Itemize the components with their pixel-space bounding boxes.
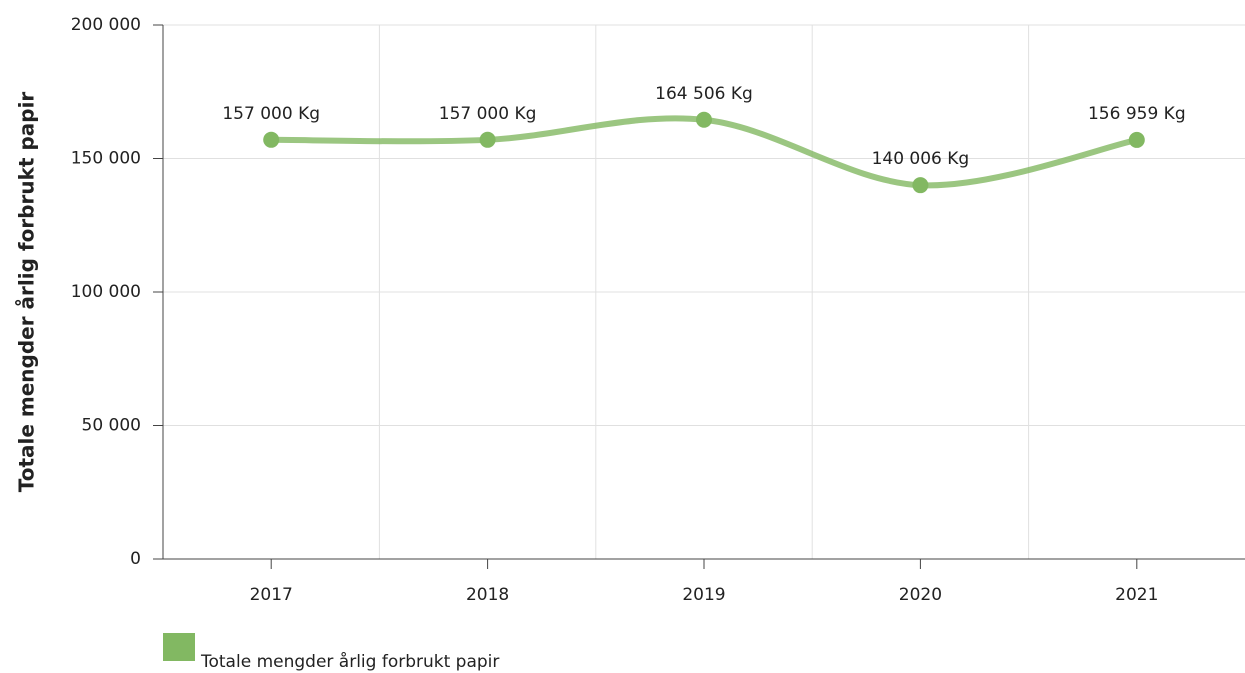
x-tick-label: 2021 bbox=[1115, 585, 1158, 605]
legend-label: Totale mengder årlig forbrukt papir bbox=[200, 651, 499, 672]
y-tick-label: 150 000 bbox=[71, 149, 141, 169]
y-tick-label: 100 000 bbox=[71, 282, 141, 302]
data-point bbox=[696, 111, 712, 128]
data-label: 140 006 Kg bbox=[872, 149, 970, 169]
x-tick-label: 2018 bbox=[466, 585, 509, 605]
y-axis-label: Totale mengder årlig forbrukt papir bbox=[15, 92, 39, 493]
data-point bbox=[263, 131, 280, 148]
y-tick-label: 200 000 bbox=[71, 15, 141, 35]
x-tick-label: 2019 bbox=[682, 585, 725, 605]
y-tick-label: 50 000 bbox=[82, 416, 141, 436]
data-label: 157 000 Kg bbox=[222, 104, 320, 124]
data-point bbox=[1128, 131, 1145, 148]
legend-swatch bbox=[163, 633, 195, 661]
data-label: 164 506 Kg bbox=[655, 84, 753, 104]
data-point bbox=[912, 177, 929, 194]
x-tick-label: 2017 bbox=[250, 585, 293, 605]
data-point bbox=[479, 131, 496, 148]
y-tick-label: 0 bbox=[130, 549, 141, 569]
series-line bbox=[268, 115, 1140, 189]
data-label: 156 959 Kg bbox=[1088, 104, 1186, 124]
x-tick-label: 2020 bbox=[899, 585, 942, 605]
data-label: 157 000 Kg bbox=[439, 104, 537, 124]
